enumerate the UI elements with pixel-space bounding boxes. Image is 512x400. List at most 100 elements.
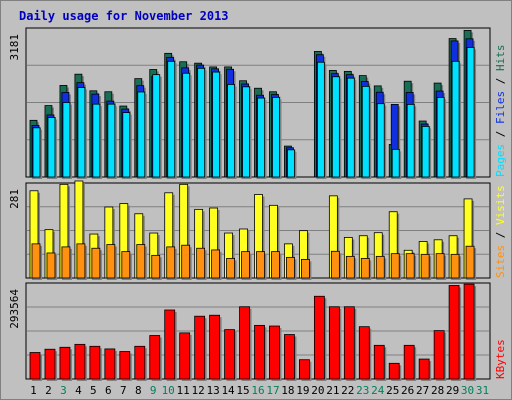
legend-sites: Sites: [494, 245, 507, 278]
kbytes-bar: [239, 306, 250, 380]
kbytes-bar: [463, 283, 475, 380]
x-tick-label: 2: [45, 384, 52, 397]
x-tick-label: 25: [386, 384, 399, 397]
x-tick-label: 13: [206, 384, 219, 397]
kbytes-bar: [224, 329, 235, 380]
x-tick-label: 1: [30, 384, 37, 397]
pages-bar: [376, 103, 385, 178]
x-tick-label: 17: [266, 384, 279, 397]
sites-bar: [61, 246, 71, 279]
kbytes-bar: [149, 335, 161, 380]
sites-bar: [420, 253, 430, 279]
kbytes-bar: [388, 362, 400, 380]
sites-bar: [271, 251, 280, 279]
pages-bar: [62, 102, 71, 178]
pages-bar: [107, 103, 116, 178]
x-tick-label: 10: [162, 384, 175, 397]
sites-bar: [390, 253, 400, 279]
panel-top-ymax-label: 3181: [8, 34, 21, 61]
sites-bar: [256, 251, 265, 279]
legend-files: Files: [494, 91, 507, 124]
kbytes-bar: [299, 359, 310, 380]
panel-bottom-legend: KBytes: [494, 339, 507, 379]
kbytes-bar: [403, 344, 415, 380]
panel-top-legend: Pages / Files / Hits: [494, 45, 507, 178]
pages-bar: [242, 86, 250, 178]
panel-middle-legend: Sites / Visits: [494, 185, 507, 278]
x-tick-label: 28: [431, 384, 444, 397]
kbytes-bar: [164, 309, 176, 380]
panel-middle-ymax-label: 281: [8, 189, 21, 209]
sites-bar: [465, 245, 475, 279]
pages-bar: [361, 85, 370, 178]
pages-bar: [272, 96, 280, 178]
chart-title: Daily usage for November 2013: [19, 9, 229, 23]
kbytes-bar: [358, 326, 370, 380]
sites-bar: [196, 247, 206, 279]
x-tick-label: 3: [60, 384, 67, 397]
x-tick-label: 27: [416, 384, 429, 397]
kbytes-bar: [29, 352, 41, 380]
kbytes-bar: [59, 346, 71, 380]
x-tick-label: 29: [446, 384, 459, 397]
legend-separator: /: [494, 124, 507, 144]
kbytes-bar: [433, 330, 445, 380]
sites-bar: [405, 253, 415, 279]
x-tick-label: 20: [311, 384, 324, 397]
sites-bar: [286, 256, 295, 279]
x-tick-label: 23: [356, 384, 369, 397]
kbytes-bar: [89, 345, 101, 380]
pages-bar: [77, 87, 86, 178]
x-tick-label: 24: [371, 384, 385, 397]
pages-bar: [436, 96, 445, 178]
x-tick-label: 30: [461, 384, 474, 397]
pages-bar: [32, 127, 41, 178]
kbytes-bar: [254, 324, 265, 380]
sites-bar: [375, 255, 385, 279]
pages-bar: [137, 91, 146, 178]
x-tick-label: 22: [341, 384, 354, 397]
x-tick-label: 8: [135, 384, 142, 397]
sites-bar: [91, 247, 101, 279]
pages-bar: [167, 60, 176, 178]
sites-bar: [241, 251, 250, 279]
pages-bar: [152, 74, 161, 178]
x-tick-label: 7: [120, 384, 127, 397]
x-tick-label: 9: [150, 384, 157, 397]
pages-bar: [287, 149, 295, 178]
kbytes-bar: [44, 348, 56, 380]
x-tick-label: 14: [221, 384, 235, 397]
sites-bar: [360, 257, 370, 279]
x-tick-label: 21: [326, 384, 339, 397]
kbytes-bar: [269, 325, 280, 380]
pages-bar: [346, 77, 355, 178]
legend-kbytes: KBytes: [494, 339, 507, 379]
legend-visits: Visits: [494, 185, 507, 225]
sites-bar: [345, 255, 355, 279]
pages-bar: [182, 72, 191, 178]
pages-bar: [122, 112, 131, 178]
sites-bar: [76, 243, 86, 279]
pages-bar: [406, 103, 415, 178]
kbytes-bar: [104, 348, 116, 380]
sites-bar: [330, 250, 340, 279]
x-tick-label: 18: [281, 384, 294, 397]
sites-bar: [181, 244, 191, 279]
legend-pages: Pages: [494, 144, 507, 177]
x-tick-label: 6: [105, 384, 112, 397]
x-tick-label: 12: [192, 384, 205, 397]
x-tick-label: 16: [251, 384, 264, 397]
kbytes-bar: [343, 306, 355, 380]
sites-bar: [166, 246, 176, 279]
sites-bar: [211, 249, 221, 279]
pages-bar: [466, 47, 475, 178]
pages-bar: [197, 67, 206, 178]
x-tick-label: 4: [75, 384, 82, 397]
kbytes-bar: [209, 314, 221, 380]
kbytes-bar: [328, 306, 340, 380]
pages-bar: [227, 84, 235, 178]
sites-bar: [31, 243, 41, 279]
kbytes-bar: [313, 295, 325, 380]
x-tick-label: 19: [296, 384, 309, 397]
